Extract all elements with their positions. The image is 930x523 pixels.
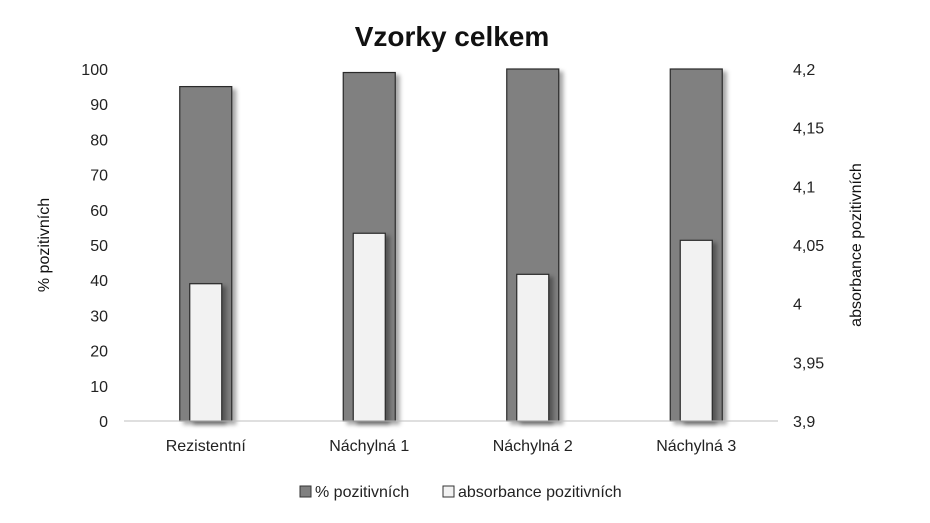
legend-swatch-absorbance	[442, 485, 455, 498]
left-tick-label: 0	[99, 414, 108, 431]
right-tick-label: 4,2	[793, 62, 815, 79]
left-tick-label: 40	[90, 273, 108, 290]
bar-absorbance	[516, 273, 550, 422]
right-tick-label: 4,05	[793, 238, 824, 255]
right-tick-label: 3,95	[793, 355, 824, 372]
left-tick-label: 100	[81, 62, 108, 79]
bar-absorbance	[352, 232, 386, 422]
left-axis-ticks: 0 10 20 30 40 50 60 70 80 90 100	[81, 62, 108, 431]
category-label: Náchylná 3	[656, 438, 736, 455]
bar-absorbance	[679, 239, 713, 422]
right-tick-label: 3,9	[793, 414, 815, 431]
right-axis-label: absorbance pozitivních	[848, 163, 865, 327]
left-tick-label: 30	[90, 308, 108, 325]
right-tick-label: 4	[793, 297, 802, 314]
left-tick-label: 50	[90, 238, 108, 255]
left-axis-label: % pozitivních	[36, 198, 53, 292]
x-axis-ticks: Rezistentní Náchylná 1 Náchylná 2 Náchylná …	[166, 438, 737, 455]
bar-percent	[506, 68, 560, 422]
right-axis-ticks: 3,9 3,95 4 4,05 4,1 4,15 4,2	[793, 62, 824, 431]
left-tick-label: 90	[90, 97, 108, 114]
category-label: Náchylná 1	[329, 438, 409, 455]
right-tick-label: 4,1	[793, 179, 815, 196]
bar-absorbance	[189, 283, 223, 422]
left-tick-label: 20	[90, 344, 108, 361]
bars	[179, 68, 723, 422]
legend-swatch-percent	[299, 485, 312, 498]
left-tick-label: 80	[90, 132, 108, 149]
category-label: Náchylná 2	[493, 438, 573, 455]
legend-label-absorbance: absorbance pozitivních	[458, 484, 622, 501]
left-tick-label: 60	[90, 203, 108, 220]
chart-title: Vzorky celkem	[355, 21, 550, 52]
legend: % pozitivních absorbance pozitivních	[299, 484, 622, 501]
left-tick-label: 10	[90, 379, 108, 396]
legend-label-percent: % pozitivních	[315, 484, 409, 501]
left-tick-label: 70	[90, 168, 108, 185]
right-tick-label: 4,15	[793, 121, 824, 138]
category-label: Rezistentní	[166, 438, 247, 455]
